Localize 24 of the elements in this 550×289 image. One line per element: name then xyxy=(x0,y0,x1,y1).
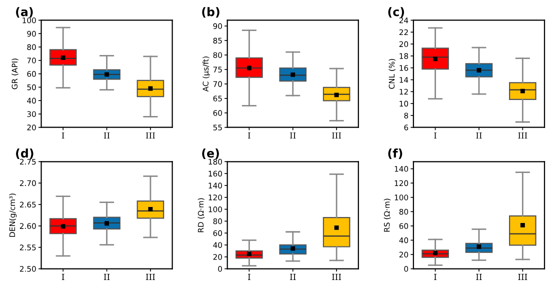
x-tick-label: II xyxy=(104,274,110,280)
x-tick-label: II xyxy=(290,274,296,280)
chart-title: (e) xyxy=(202,148,219,160)
x-tick-label: III xyxy=(332,274,342,280)
x-tick-label: II xyxy=(476,274,482,280)
x-tick-label: III xyxy=(332,132,342,139)
chart-title: (a) xyxy=(16,7,33,18)
x-tick-label: III xyxy=(518,274,528,280)
x-tick-label: II xyxy=(290,132,296,139)
chart-title: (b) xyxy=(202,7,220,18)
x-tick-label: III xyxy=(146,274,155,280)
chart-title: (d) xyxy=(16,148,34,160)
x-tick-label: II xyxy=(476,132,482,139)
x-tick-label: I xyxy=(248,274,250,280)
x-tick-label: III xyxy=(518,132,528,139)
x-tick-label: I xyxy=(248,132,250,139)
x-tick-label: I xyxy=(62,132,64,139)
x-tick-label: I xyxy=(62,274,64,280)
chart-title: (c) xyxy=(388,7,404,18)
x-tick-label: I xyxy=(434,274,436,280)
x-tick-label: II xyxy=(104,132,110,139)
x-tick-label: I xyxy=(434,132,436,139)
chart-title: (f) xyxy=(388,148,402,160)
x-tick-label: III xyxy=(146,132,155,139)
